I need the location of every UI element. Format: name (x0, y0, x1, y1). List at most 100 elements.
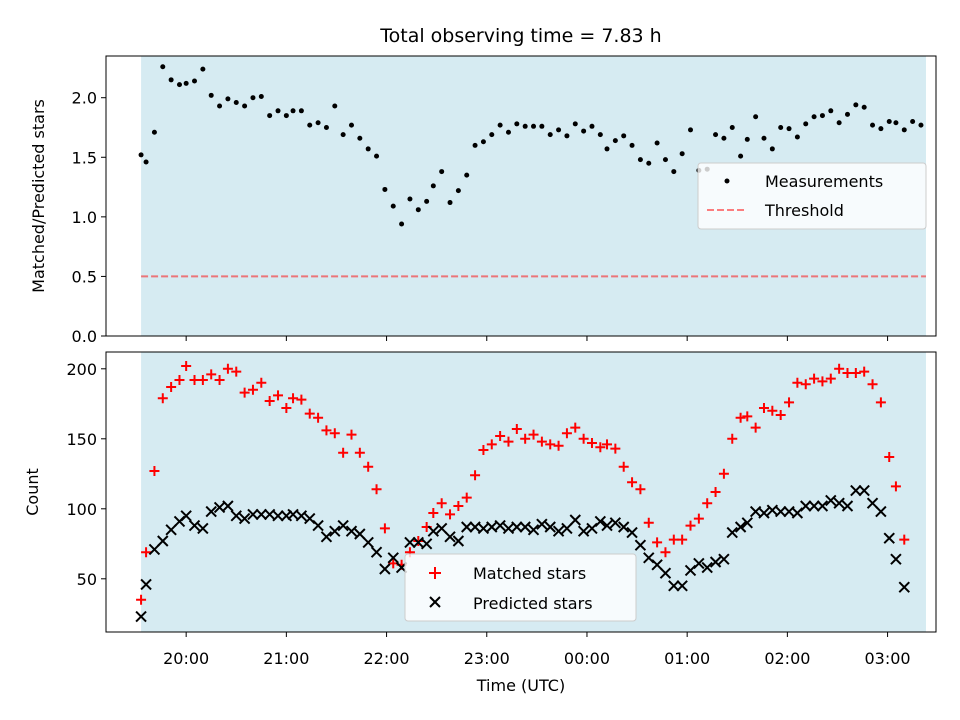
x-axis-label: Time (UTC) (476, 676, 565, 695)
matched-stars-point (206, 369, 217, 380)
predicted-stars-point (544, 521, 556, 533)
predicted-stars-point (693, 557, 705, 570)
chart-title: Total observing time = 7.83 h (379, 25, 661, 47)
predicted-stars-point (808, 500, 820, 512)
matched-stars-point (570, 422, 581, 433)
measurement-point (753, 114, 759, 120)
measurement-point (348, 122, 354, 128)
measurement-point (489, 132, 495, 138)
measurement-point (447, 200, 453, 206)
predicted-stars-point (701, 561, 713, 574)
measurement-point (547, 132, 553, 138)
matched-stars-point (239, 387, 250, 398)
predicted-stars-point (527, 524, 540, 536)
matched-stars-point (553, 440, 564, 451)
matched-stars-point (231, 366, 242, 377)
predicted-stars-point (140, 578, 152, 591)
x-tick-label: 03:00 (865, 649, 911, 668)
measurement-point (183, 80, 189, 86)
predicted-stars-point (659, 567, 672, 579)
measurement-point (878, 126, 884, 132)
measurement-point (581, 128, 587, 134)
predicted-stars-point (668, 580, 680, 592)
bottom-panel: 50 100 150 200 20:00 21:00 22:00 23:00 00:00 01:… (23, 351, 937, 695)
measurement-point (407, 196, 413, 202)
measurement-point (480, 139, 486, 145)
matched-stars-point (296, 394, 307, 405)
top-legend: Measurements Threshold (697, 162, 927, 230)
bottom-plot-frame (105, 351, 937, 633)
matched-stars-point (281, 403, 292, 413)
measurement-point (621, 133, 627, 139)
matched-stars-point (767, 405, 778, 416)
predicted-stars-point (337, 519, 349, 532)
measurement-point (761, 135, 767, 141)
predicted-stars-point (494, 519, 506, 532)
predicted-stars-point (461, 521, 473, 533)
predicted-stars-point (188, 519, 201, 532)
predicted-stars-point (165, 524, 177, 536)
matched-stars-point (890, 481, 901, 492)
predicted-stars-point (651, 559, 663, 571)
bottom-y-axis-label: Count (23, 468, 42, 516)
measurement-point (323, 124, 329, 130)
predicted-stars-point (362, 536, 374, 549)
measurement-point (143, 159, 149, 165)
matched-stars-point (174, 375, 185, 385)
matched-stars-point (817, 376, 828, 387)
measurement-point (853, 102, 859, 108)
matched-stars-point (453, 501, 464, 511)
measurement-point (662, 157, 668, 163)
matched-stars-point (710, 487, 721, 497)
predicted-stars-point (890, 553, 902, 565)
y-tick-label: 200 (66, 360, 97, 379)
matched-stars-point (595, 442, 606, 453)
measurement-point (844, 111, 850, 117)
matched-stars-point (586, 438, 597, 448)
predicted-stars-point (370, 546, 383, 558)
x-tick-label: 20:00 (163, 649, 209, 668)
predicted-stars-point (312, 519, 324, 532)
matched-stars-point (627, 477, 638, 488)
matched-stars-point (899, 534, 910, 545)
matched-stars-point (304, 408, 315, 419)
matched-stars-point (702, 498, 713, 509)
matched-stars-point (850, 368, 861, 378)
matched-stars-point (800, 379, 811, 390)
matched-stars-point (181, 361, 192, 371)
predicted-stars-point (222, 500, 234, 512)
predicted-stars-point (734, 521, 747, 533)
matched-stars-point (775, 410, 786, 420)
predicted-stars-point (800, 500, 812, 512)
predicted-stars-point (329, 525, 341, 537)
matched-stars-point (792, 377, 803, 388)
matched-stars-point (503, 436, 514, 447)
measurement-point (298, 108, 304, 114)
measurement-point (910, 119, 916, 125)
measurement-point (572, 121, 578, 127)
x-tick-label: 21:00 (263, 649, 309, 668)
measurement-point (531, 123, 537, 129)
matched-stars-point (867, 379, 878, 390)
top-panel: 0.00.51.01.52.0 Matched/Predicted stars … (29, 55, 937, 346)
matched-stars-point (528, 429, 539, 440)
matched-stars-point (859, 366, 870, 377)
predicted-stars-point (435, 522, 448, 535)
measurement-point (654, 140, 660, 146)
matched-stars-point (141, 547, 152, 558)
predicted-stars-point (205, 505, 217, 518)
predicted-stars-point (883, 532, 895, 544)
matched-stars-point (354, 447, 365, 458)
legend-matched-marker (429, 567, 441, 579)
measurement-point (382, 186, 388, 192)
measurement-point (192, 78, 198, 84)
predicted-stars-point (148, 543, 161, 556)
measurement-point (374, 153, 380, 159)
predicted-stars-point (519, 521, 531, 533)
measurement-point (439, 169, 445, 175)
predicted-stars-point (601, 519, 613, 532)
matched-stars-point (338, 447, 349, 458)
predicted-stars-point (866, 497, 879, 509)
matched-stars-point (329, 428, 340, 439)
